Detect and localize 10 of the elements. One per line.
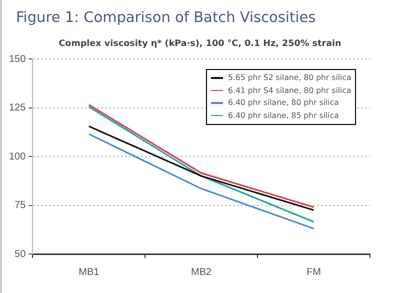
- y-tick-label: 50: [14, 248, 26, 260]
- y-tick-label: 75: [14, 200, 26, 211]
- y-tick-label: 150: [8, 54, 26, 65]
- y-tick-label: 125: [8, 102, 26, 114]
- x-tick-label: MB1: [78, 266, 100, 278]
- y-tick-label: 100: [8, 151, 26, 162]
- x-tick-label: FM: [306, 266, 322, 278]
- chart-subtitle: Complex viscosity η* (kPa·s), 100 °C, 0.1 Hz, 250% strain: [58, 39, 342, 49]
- x-tick-label: MB2: [191, 266, 212, 278]
- chart-title: Figure 1: Comparison of Batch Viscosities: [16, 10, 316, 26]
